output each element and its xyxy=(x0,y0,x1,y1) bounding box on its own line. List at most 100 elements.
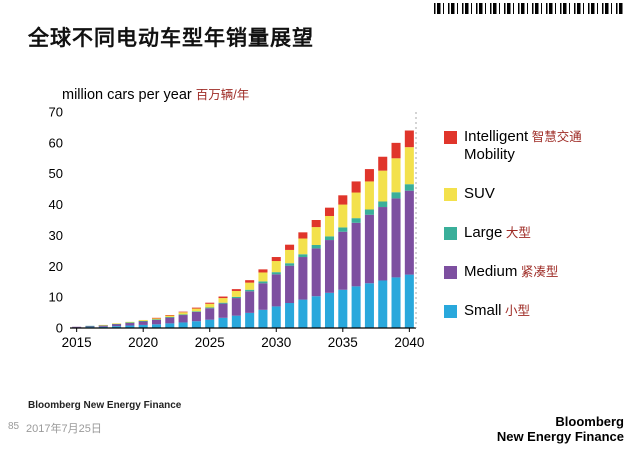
bar-2035 xyxy=(338,195,348,328)
bar-segment-medium xyxy=(364,214,374,284)
bar-2034 xyxy=(324,207,335,328)
bnef-logo-line1: Bloomberg xyxy=(555,414,624,429)
bar-segment-suv xyxy=(218,298,228,303)
chart-block: million cars per year 百万辆/年 0 10 20 30 40 50 6… xyxy=(30,84,626,356)
bar-segment-small xyxy=(125,325,135,328)
bar-segment-large xyxy=(125,322,135,324)
bar-segment-intelligent-mobility xyxy=(191,307,201,309)
bar-2040 xyxy=(404,130,414,328)
bar-2038 xyxy=(378,156,388,328)
y-tick-label: 50 xyxy=(49,166,63,181)
bar-segment-small xyxy=(364,283,374,328)
bar-segment-large xyxy=(245,289,255,292)
bar-2023 xyxy=(178,311,188,328)
bar-segment-suv xyxy=(271,261,281,273)
bar-segment-medium xyxy=(231,298,241,316)
bar-2018 xyxy=(112,323,122,328)
legend-label-cn-medium: 紧凑型 xyxy=(517,265,559,279)
bar-segment-small xyxy=(178,322,188,328)
legend-item-intelligent: Intelligent 智慧交通 Mobility xyxy=(444,128,622,164)
bar-segment-large xyxy=(404,184,414,191)
bar-segment-medium xyxy=(378,207,388,281)
bar-segment-intelligent-mobility xyxy=(311,220,321,228)
bar-segment-suv xyxy=(231,290,241,297)
bar-segment-large xyxy=(191,311,201,312)
bar-2022 xyxy=(165,315,175,328)
page-number: 85 xyxy=(8,421,20,432)
bar-segment-medium xyxy=(324,240,335,293)
bar-segment-suv xyxy=(364,181,374,210)
bar-segment-intelligent-mobility xyxy=(338,195,348,205)
bar-segment-large xyxy=(112,323,122,325)
bar-segment-intelligent-mobility xyxy=(231,289,241,291)
bar-segment-intelligent-mobility xyxy=(351,181,361,193)
bar-segment-small xyxy=(218,317,228,328)
bar-segment-suv xyxy=(191,308,201,312)
legend-label-intelligent: Intelligent 智慧交通 Mobility xyxy=(464,128,582,163)
bar-segment-suv xyxy=(351,192,361,219)
bar-segment-suv xyxy=(125,321,135,323)
bar-segment-suv xyxy=(298,238,308,255)
bar-segment-small xyxy=(298,299,308,328)
chart-legend: Intelligent 智慧交通 Mobility SUV Large 大型 Mediu… xyxy=(444,104,622,320)
y-tick-label: 60 xyxy=(49,135,63,150)
legend-label-small: Small 小型 xyxy=(464,302,530,319)
bar-segment-intelligent-mobility xyxy=(285,244,295,250)
bar-segment-medium xyxy=(298,257,308,300)
slide-date: 2017年7月25日 xyxy=(26,423,102,435)
x-tick-label: 2030 xyxy=(261,335,291,350)
legend-swatch-suv xyxy=(444,188,457,201)
bar-segment-suv xyxy=(338,204,348,228)
legend-swatch-large xyxy=(444,227,457,240)
bar-segment-intelligent-mobility xyxy=(324,207,335,216)
bnef-logo-line2: New Energy Finance xyxy=(496,429,624,444)
bar-2029 xyxy=(258,269,268,328)
legend-item-large: Large 大型 xyxy=(444,224,622,242)
bar-segment-intelligent-mobility xyxy=(364,169,374,182)
bar-segment-small xyxy=(245,312,255,328)
bar-2037 xyxy=(364,169,374,328)
legend-label-cn-large: 大型 xyxy=(502,226,531,240)
legend-swatch-intelligent xyxy=(444,131,457,144)
x-tick-label: 2015 xyxy=(62,335,92,350)
bar-segment-medium xyxy=(138,321,148,325)
bar-segment-medium xyxy=(98,325,108,327)
bar-segment-large xyxy=(205,307,215,309)
bar-segment-large xyxy=(218,302,228,304)
bar-segment-intelligent-mobility xyxy=(165,315,175,316)
legend-item-small: Small 小型 xyxy=(444,302,622,320)
x-tick-label: 2035 xyxy=(328,335,358,350)
bar-segment-large xyxy=(271,272,281,275)
bar-segment-medium xyxy=(125,322,135,326)
bar-segment-small xyxy=(138,324,148,328)
bar-2020 xyxy=(138,319,148,328)
bar-segment-small xyxy=(338,289,348,328)
bar-segment-small xyxy=(311,296,321,328)
bar-segment-medium xyxy=(165,317,175,324)
page-title: 全球不同电动车型年销量展望 xyxy=(28,27,314,50)
bar-2031 xyxy=(285,244,295,328)
bar-segment-suv xyxy=(391,158,401,193)
legend-label-cn-small: 小型 xyxy=(501,304,530,318)
bar-segment-large xyxy=(298,254,308,258)
y-tick-label: 20 xyxy=(49,259,63,274)
bar-segment-small xyxy=(391,277,401,328)
bar-segment-small xyxy=(258,309,268,328)
bar-segment-suv xyxy=(205,303,215,308)
y-tick-label: 40 xyxy=(49,197,63,212)
bar-segment-medium xyxy=(311,248,321,297)
bar-segment-medium xyxy=(112,323,122,327)
y-axis-title-cn: 百万辆/年 xyxy=(195,88,250,102)
barcode xyxy=(434,3,624,14)
bar-segment-medium xyxy=(285,265,295,304)
legend-label-large: Large 大型 xyxy=(464,224,531,241)
legend-swatch-small xyxy=(444,305,457,318)
y-tick-label: 0 xyxy=(56,321,63,336)
x-tick-label: 2020 xyxy=(128,335,158,350)
bar-segment-medium xyxy=(258,283,268,310)
bar-segment-medium xyxy=(85,325,95,328)
bar-segment-suv xyxy=(151,318,162,320)
bar-segment-small xyxy=(324,292,335,328)
